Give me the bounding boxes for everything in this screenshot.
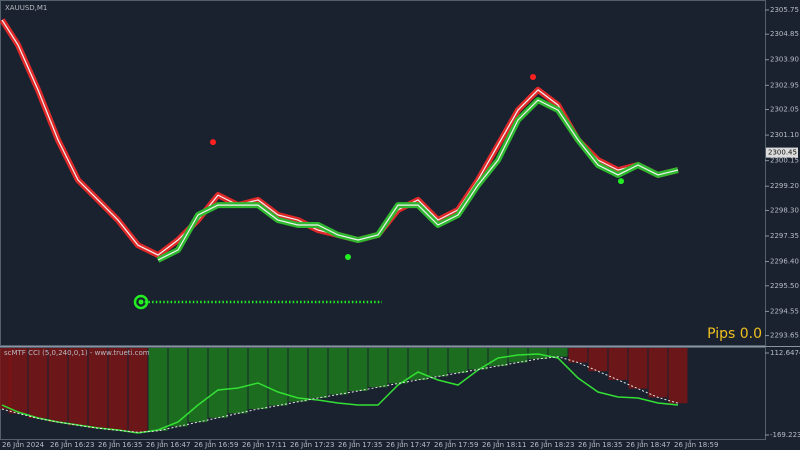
x-tick-label: 26 Jun 18:23 (530, 441, 574, 449)
ma-band-core (157, 99, 679, 261)
histogram-bar (588, 348, 608, 372)
y-tick-label: 2301.10 (770, 131, 799, 139)
histogram-bar (148, 348, 168, 431)
main-frame (0, 0, 766, 346)
y-tick-label: -169.22390 (770, 431, 800, 439)
y-tick-label: 2304.85 (770, 30, 799, 38)
histogram-bar (88, 348, 108, 429)
signal-dot (530, 73, 536, 80)
x-tick-label: 26 Jun 18:11 (482, 441, 526, 449)
signal-dot (618, 178, 624, 185)
histogram-bar (408, 348, 428, 380)
x-tick-label: 26 Jun 17:35 (338, 441, 382, 449)
histogram-bar (8, 348, 28, 414)
signal-start (133, 294, 149, 310)
histogram-bar (288, 348, 308, 402)
histogram-bar (328, 348, 348, 395)
x-tick-label: 26 Jun 16:35 (98, 441, 142, 449)
x-tick-label: 26 Jun 16:59 (194, 441, 238, 449)
histogram-bar (428, 348, 448, 377)
y-tick-label: 2303.90 (770, 56, 799, 64)
histogram-bar (108, 348, 128, 431)
histogram-bar (68, 348, 88, 426)
y-tick-label: 2300.15 (770, 157, 799, 165)
histogram-bar (448, 348, 468, 373)
signal-dot (210, 139, 216, 146)
y-tick-label: 2302.05 (770, 106, 799, 114)
histogram-bar (168, 348, 188, 427)
y-tick-label: 2296.40 (770, 258, 799, 266)
indicator-title: scMTF CCI (5,0,240,0,1) - www.trueti.com (4, 349, 150, 357)
histogram-bar (0, 348, 12, 410)
y-tick-label: 112.64746 (770, 349, 800, 357)
pips-label: Pips 0.0 (707, 326, 762, 342)
chart-title: XAUUSD,M1 (5, 4, 47, 12)
histogram-bar (128, 348, 148, 433)
histogram-bar (348, 348, 368, 392)
histogram-bar (208, 348, 228, 418)
x-tick-label: 26 Jun 17:11 (242, 441, 286, 449)
x-tick-label: 26 Jun 16:23 (50, 441, 94, 449)
last-price-label: 2300.45 (768, 149, 797, 157)
histogram-bar (48, 348, 68, 423)
histogram-bar (228, 348, 248, 414)
y-tick-label: 2299.20 (770, 182, 799, 190)
histogram-bar (188, 348, 208, 423)
y-tick-label: 2302.95 (770, 81, 799, 89)
y-tick-label: 2294.55 (770, 307, 799, 315)
y-tick-label: 2295.50 (770, 282, 799, 290)
histogram-bar (648, 348, 668, 398)
histogram-bar (308, 348, 328, 398)
indicator-line (1, 356, 679, 433)
x-tick-label: 26 Jun 18:47 (626, 441, 670, 449)
indicator-line (1, 353, 679, 434)
histogram-bar (388, 348, 408, 384)
signal-start-dot (138, 299, 144, 305)
x-tick-label: 26 Jun 17:23 (290, 441, 334, 449)
histogram-bar (28, 348, 48, 419)
histogram-bar (608, 348, 628, 380)
y-tick-label: 2298.30 (770, 206, 799, 214)
histogram-bar (268, 348, 288, 406)
y-tick-label: 2305.75 (770, 6, 799, 14)
x-tick-label: 26 Jun 18:35 (578, 441, 622, 449)
x-tick-label: 26 Jun 18:59 (674, 441, 718, 449)
last-price-box (766, 147, 798, 158)
histogram-bar (668, 348, 688, 404)
histogram-bar (468, 348, 488, 370)
x-tick-label: 26 Jun 2024 (2, 441, 45, 449)
x-tick-label: 26 Jun 16:47 (146, 441, 190, 449)
histogram-bar (248, 348, 268, 410)
histogram-bar (628, 348, 648, 389)
signal-dot (345, 254, 351, 261)
histogram-bar (568, 348, 588, 363)
x-tick-label: 26 Jun 17:47 (386, 441, 430, 449)
x-tick-label: 26 Jun 17:59 (434, 441, 478, 449)
histogram-bar (368, 348, 388, 388)
y-tick-label: 2293.65 (770, 332, 799, 340)
histogram-bar (548, 348, 568, 357)
y-tick-label: 2297.35 (770, 232, 799, 240)
